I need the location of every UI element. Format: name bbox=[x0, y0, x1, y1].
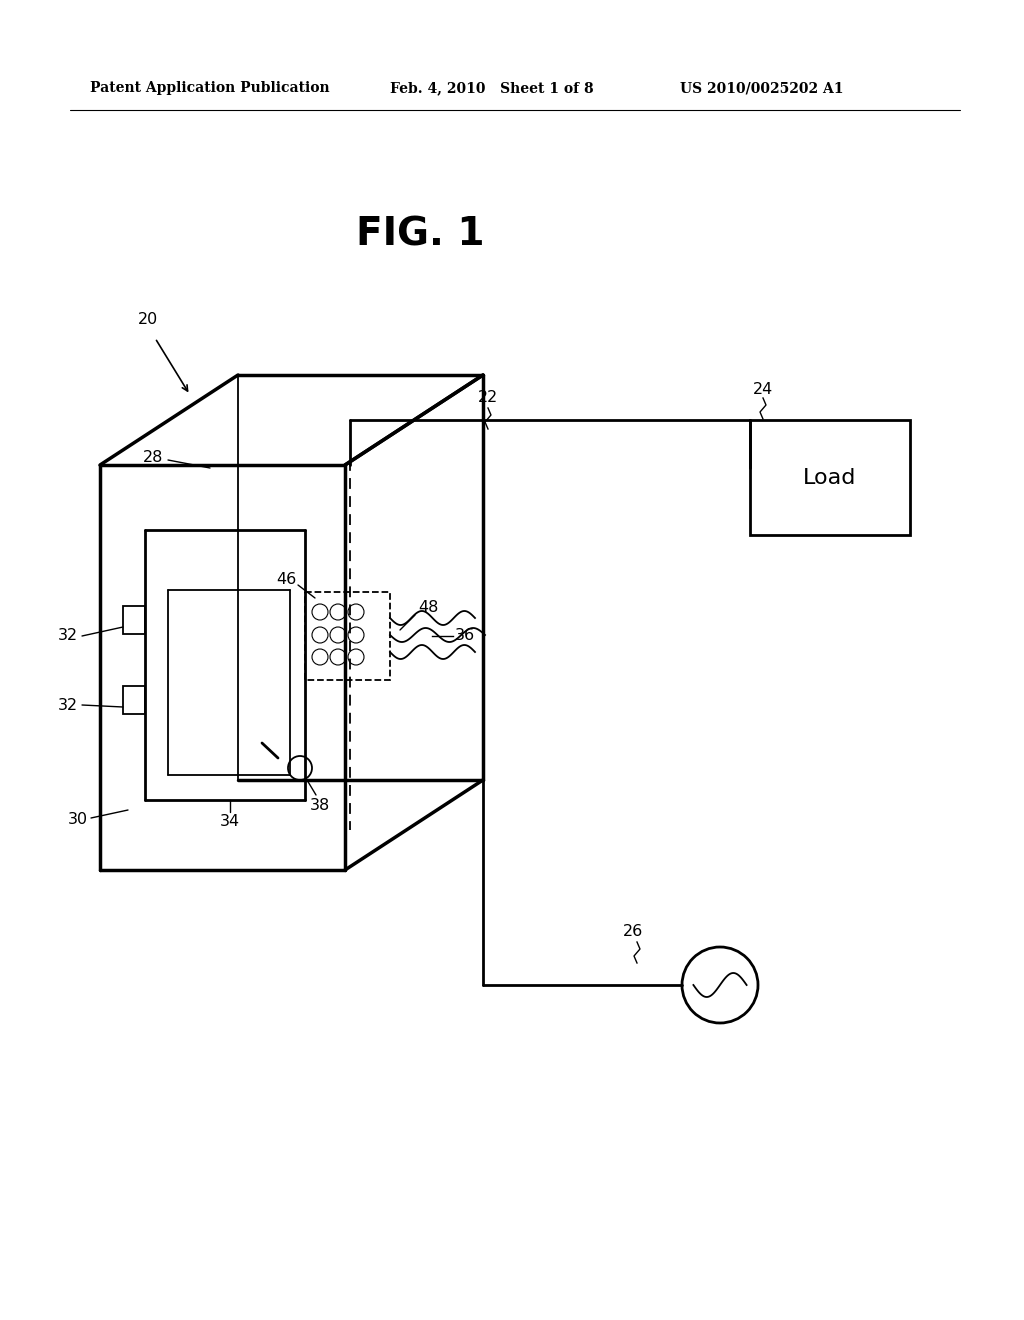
Text: 38: 38 bbox=[310, 797, 330, 813]
Text: 22: 22 bbox=[478, 391, 498, 405]
Text: 20: 20 bbox=[138, 313, 158, 327]
Text: 46: 46 bbox=[275, 573, 296, 587]
Text: Feb. 4, 2010   Sheet 1 of 8: Feb. 4, 2010 Sheet 1 of 8 bbox=[390, 81, 594, 95]
Text: 32: 32 bbox=[58, 697, 78, 713]
Text: 32: 32 bbox=[58, 628, 78, 644]
Text: 24: 24 bbox=[753, 383, 773, 397]
Text: Patent Application Publication: Patent Application Publication bbox=[90, 81, 330, 95]
Text: 28: 28 bbox=[142, 450, 163, 466]
Text: 48: 48 bbox=[418, 601, 438, 615]
Text: 30: 30 bbox=[68, 813, 88, 828]
Bar bbox=[750, 420, 910, 535]
Bar bbox=[123, 686, 145, 714]
Bar bbox=[305, 591, 390, 680]
Text: FIG. 1: FIG. 1 bbox=[355, 216, 484, 253]
Bar bbox=[123, 606, 145, 634]
Text: 26: 26 bbox=[623, 924, 643, 940]
Text: 36: 36 bbox=[455, 628, 475, 644]
Text: 34: 34 bbox=[220, 814, 240, 829]
Text: US 2010/0025202 A1: US 2010/0025202 A1 bbox=[680, 81, 844, 95]
Text: Load: Load bbox=[803, 467, 857, 487]
